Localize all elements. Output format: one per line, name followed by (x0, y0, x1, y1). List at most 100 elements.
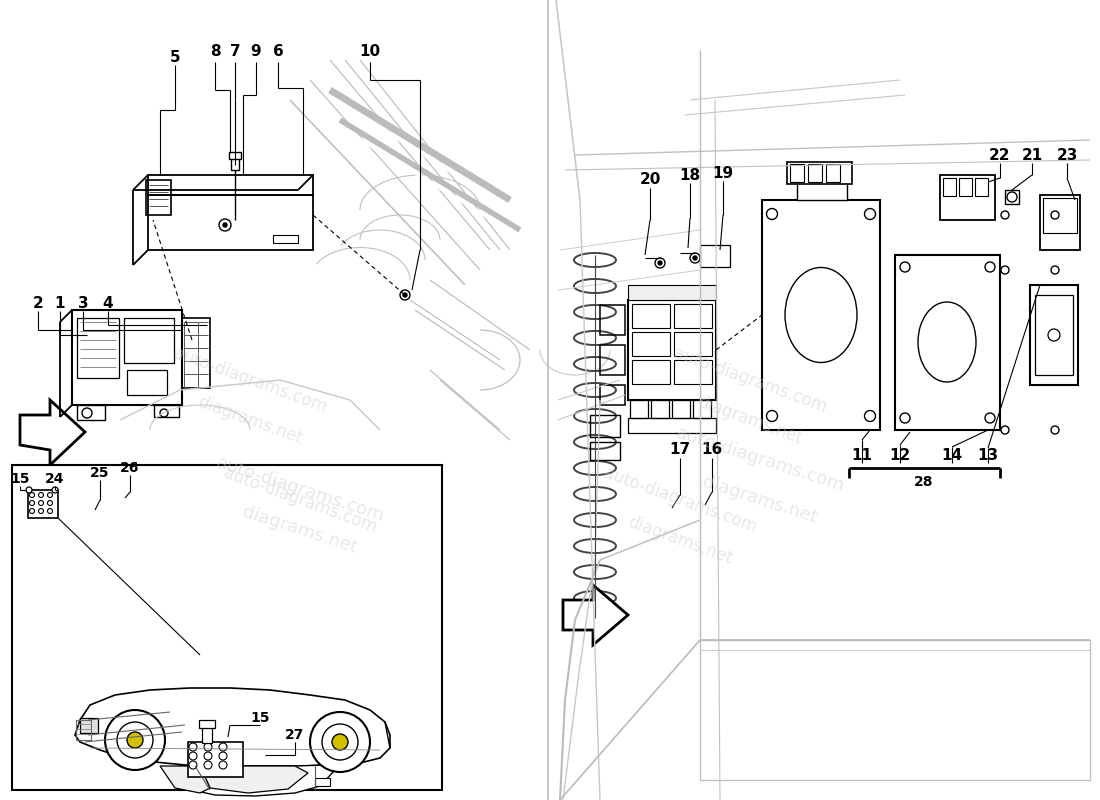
Bar (182, 318, 210, 388)
Bar (77, 405, 104, 420)
Circle shape (337, 739, 343, 745)
Bar (148, 195, 314, 250)
Bar (632, 332, 670, 356)
Text: 4: 4 (102, 295, 113, 310)
Bar (315, 778, 330, 786)
Bar (126, 370, 167, 395)
Text: 9: 9 (251, 45, 262, 59)
Text: auto-diagrams.com: auto-diagrams.com (673, 424, 847, 496)
Circle shape (219, 761, 227, 769)
Text: auto-diagrams.com: auto-diagrams.com (221, 464, 380, 536)
Text: 28: 28 (914, 475, 934, 489)
Text: 22: 22 (989, 147, 1011, 162)
Bar (124, 318, 174, 363)
Bar (231, 158, 239, 170)
Text: auto-diagrams.com: auto-diagrams.com (671, 344, 829, 416)
Bar (229, 152, 241, 159)
Circle shape (39, 509, 44, 514)
Bar (959, 178, 972, 196)
Circle shape (693, 256, 697, 260)
Bar (77, 318, 119, 378)
Bar (628, 418, 716, 433)
Circle shape (658, 261, 662, 265)
Bar (826, 164, 840, 182)
Circle shape (117, 722, 153, 758)
Polygon shape (75, 688, 390, 766)
Circle shape (132, 737, 138, 743)
Circle shape (132, 737, 138, 743)
Circle shape (219, 752, 227, 760)
Text: 26: 26 (120, 461, 140, 475)
Bar (146, 180, 170, 215)
Bar (273, 235, 298, 243)
Polygon shape (160, 766, 210, 793)
Text: 15: 15 (10, 472, 30, 486)
Circle shape (132, 737, 138, 743)
Text: 16: 16 (702, 442, 723, 458)
Bar (154, 405, 179, 417)
Bar (975, 178, 988, 196)
Bar (674, 304, 712, 328)
Circle shape (30, 509, 34, 514)
Text: 24: 24 (45, 472, 65, 486)
Bar (1030, 285, 1078, 385)
Circle shape (39, 493, 44, 498)
Circle shape (189, 752, 197, 760)
Bar (202, 727, 212, 743)
Bar (700, 640, 1090, 780)
Text: diagrams.net: diagrams.net (195, 393, 305, 447)
Text: auto-diagrams.com: auto-diagrams.com (601, 464, 759, 536)
Bar (148, 175, 314, 195)
Circle shape (322, 724, 358, 760)
Bar (672, 400, 690, 418)
Text: 7: 7 (230, 45, 240, 59)
Bar (72, 310, 182, 405)
Circle shape (126, 732, 143, 748)
Circle shape (337, 739, 343, 745)
Circle shape (104, 710, 165, 770)
Text: 14: 14 (942, 447, 962, 462)
Bar (700, 245, 730, 267)
Circle shape (52, 487, 58, 493)
Polygon shape (20, 400, 85, 465)
Bar (786, 162, 852, 184)
Text: 13: 13 (978, 447, 999, 462)
Circle shape (219, 743, 227, 751)
Circle shape (47, 509, 53, 514)
Text: diagrams.net: diagrams.net (625, 513, 735, 567)
Text: 11: 11 (851, 447, 872, 462)
Text: 27: 27 (285, 728, 305, 742)
Circle shape (403, 293, 407, 297)
Circle shape (204, 761, 212, 769)
Bar (651, 400, 669, 418)
Circle shape (47, 493, 53, 498)
Text: 1: 1 (55, 295, 65, 310)
Bar (1005, 190, 1019, 204)
Text: 5: 5 (169, 50, 180, 66)
Text: 19: 19 (713, 166, 734, 181)
Circle shape (132, 737, 138, 743)
Circle shape (30, 493, 34, 498)
Text: diagrams.net: diagrams.net (695, 393, 805, 447)
Bar (940, 175, 996, 220)
Circle shape (337, 739, 343, 745)
Bar (600, 305, 625, 335)
Bar (76, 720, 91, 740)
Text: 17: 17 (670, 442, 691, 458)
Text: 3: 3 (78, 295, 88, 310)
Circle shape (337, 739, 343, 745)
Circle shape (310, 712, 370, 772)
Bar (674, 360, 712, 384)
Bar (895, 255, 1000, 430)
Text: auto-diagrams.com: auto-diagrams.com (170, 344, 329, 416)
Circle shape (204, 743, 212, 751)
Polygon shape (563, 585, 628, 645)
Bar (80, 718, 98, 733)
Circle shape (47, 501, 53, 506)
Text: 23: 23 (1056, 147, 1078, 162)
Bar (600, 385, 625, 405)
Text: 12: 12 (890, 447, 911, 462)
Bar (1043, 198, 1077, 233)
Circle shape (189, 743, 197, 751)
Bar (590, 442, 620, 460)
